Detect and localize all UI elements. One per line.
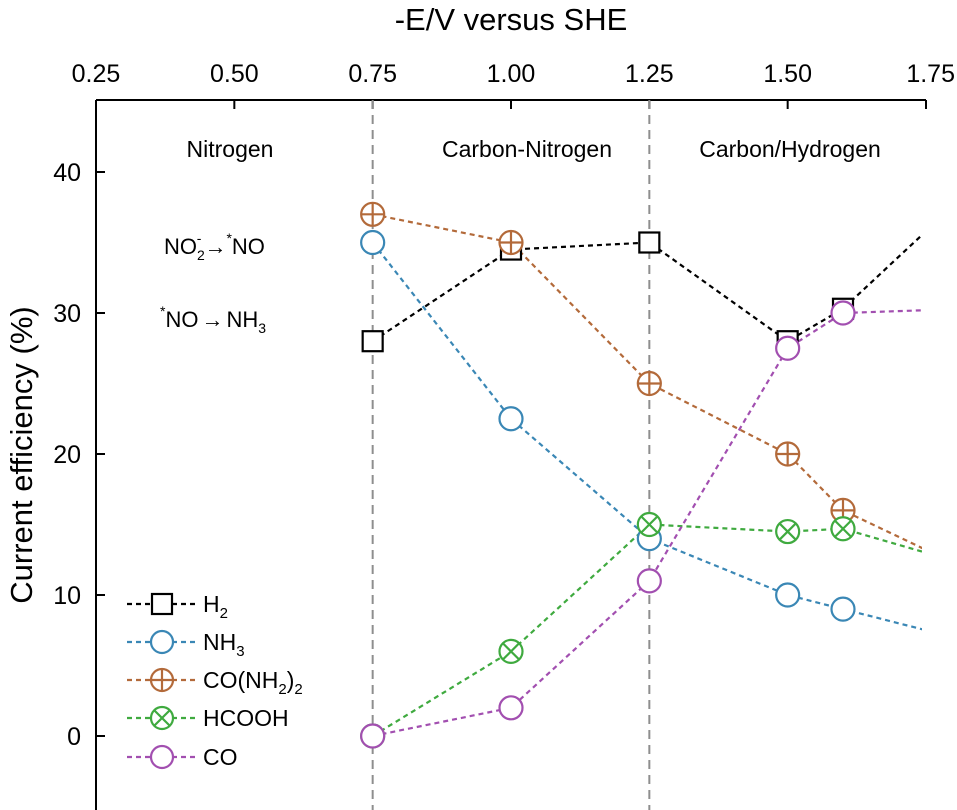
legend-label: H2 xyxy=(203,591,228,622)
y-ticks: 0 10 20 30 40 xyxy=(53,159,105,751)
x-tick-label: 1.50 xyxy=(763,60,812,88)
y-tick-label: 40 xyxy=(53,159,81,187)
annotation-no2-sup: - xyxy=(197,230,202,246)
annotation-no-sup-2: * xyxy=(160,303,166,319)
series-line xyxy=(372,213,922,550)
data-point xyxy=(360,229,386,256)
x-tick-label: 0.75 xyxy=(348,60,397,88)
annotation-no-to-nh3: *NO → NH3 xyxy=(160,303,266,336)
data-point xyxy=(361,330,384,353)
y-axis-title: Current efficiency (%) xyxy=(4,306,39,603)
legend-label: CO xyxy=(203,744,238,770)
annotation-arrow-1: → xyxy=(204,234,226,259)
annotation-nh3-sub: 3 xyxy=(258,320,266,336)
series-lines xyxy=(371,213,922,738)
x-tick-label: 1.00 xyxy=(487,60,536,88)
data-point xyxy=(360,723,386,749)
x-tick-label: 0.50 xyxy=(210,60,259,88)
data-point xyxy=(775,518,801,545)
series-line xyxy=(371,241,922,631)
y-tick-label: 10 xyxy=(53,582,81,610)
series-line xyxy=(372,523,922,737)
data-point xyxy=(775,441,801,467)
legend-marker xyxy=(150,592,174,616)
legend-item: HCOOH xyxy=(127,705,289,731)
x-tick-label: 1.75 xyxy=(906,60,955,88)
legend-marker xyxy=(149,744,175,770)
y-tick-label: 0 xyxy=(67,723,81,751)
data-point xyxy=(498,695,524,721)
annotation-no2-sub: 2 xyxy=(197,247,205,263)
data-point xyxy=(775,335,801,361)
x-tick-label: 0.25 xyxy=(72,60,121,88)
legend-marker xyxy=(149,705,175,731)
legend-label: HCOOH xyxy=(203,705,289,731)
data-point xyxy=(830,596,856,622)
annotation-nh3-base: NH xyxy=(226,307,258,332)
svg-text:NO2-→*NO: NO2- →*NO xyxy=(164,230,265,263)
x-tick-label: 1.25 xyxy=(625,60,674,88)
region-dividers xyxy=(371,100,651,810)
series-line xyxy=(372,233,922,343)
data-point xyxy=(498,229,524,256)
annotation-no-base: NO xyxy=(232,234,265,259)
legend-label: NH3 xyxy=(203,629,245,660)
data-point xyxy=(498,406,524,432)
annotation-no-sup: * xyxy=(226,230,232,246)
annotation-no2-to-no: NO2- →*NO xyxy=(164,230,265,263)
legend-item: H2 xyxy=(127,591,228,622)
region-label: Carbon-Nitrogen xyxy=(442,136,612,162)
data-point xyxy=(830,516,856,542)
data-point xyxy=(638,231,661,254)
data-point xyxy=(636,370,662,397)
region-label: Carbon/Hydrogen xyxy=(699,136,881,162)
data-point xyxy=(775,582,801,608)
legend-item: CO(NH2)2 xyxy=(127,667,303,698)
x-ticks: 0.25 0.50 0.75 1.00 1.25 1.50 1.75 xyxy=(72,60,955,109)
region-labels: Nitrogen Carbon-Nitrogen Carbon/Hydrogen xyxy=(187,136,881,162)
data-point xyxy=(830,497,856,523)
series-markers xyxy=(360,201,856,749)
legend-item: NH3 xyxy=(127,629,245,660)
y-tick-label: 30 xyxy=(53,300,81,328)
legend-label: CO(NH2)2 xyxy=(203,667,303,698)
x-axis-title: -E/V versus SHE xyxy=(395,2,628,37)
legend: H2 NH3 CO(NH2)2 HCOOH CO xyxy=(127,591,303,770)
annotation-no-base-2: NO xyxy=(165,307,198,332)
data-point xyxy=(830,300,856,326)
data-point xyxy=(360,201,386,227)
legend-marker xyxy=(149,667,175,693)
svg-text:*NO→NH3: *NO → NH3 xyxy=(160,303,266,336)
data-point xyxy=(636,568,662,594)
annotation-no2-base: NO xyxy=(164,234,197,259)
data-point xyxy=(498,638,524,665)
region-label: Nitrogen xyxy=(187,136,274,162)
y-tick-label: 20 xyxy=(53,441,81,469)
data-point xyxy=(636,511,662,538)
legend-item: CO xyxy=(127,744,238,770)
series-line xyxy=(372,309,922,738)
legend-marker xyxy=(149,629,175,655)
annotation-arrow-2: → xyxy=(201,307,223,332)
